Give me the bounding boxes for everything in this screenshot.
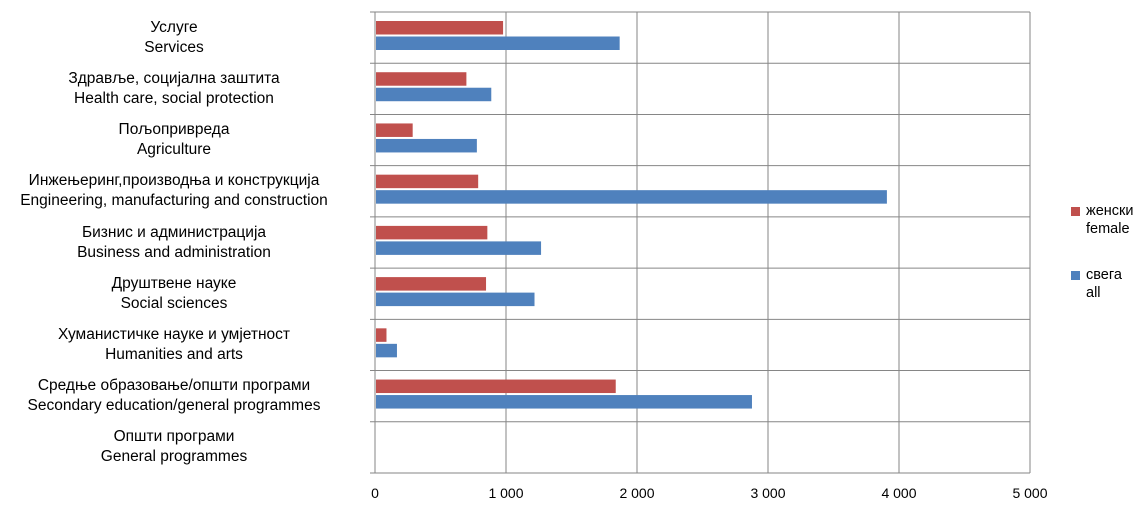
bar-female (376, 174, 479, 189)
category-label-line2: Social sciences (120, 294, 228, 312)
category-label-line1: Пољопривреда (118, 121, 230, 139)
category-label-line1: Средње образовање/општи програми (37, 377, 311, 395)
x-tick-label: 2 000 (619, 485, 654, 501)
category-label: Друштвене науке Social sciences (0, 274, 360, 314)
bar-all (376, 343, 397, 358)
bar-female (376, 123, 413, 137)
bar-all (376, 395, 752, 409)
chart-grid (370, 11, 1031, 474)
category-label-line2: Humanities and arts (105, 345, 243, 363)
chart-bars (376, 21, 887, 409)
x-tick-label: 1 000 (488, 485, 523, 501)
legend-label-all: свега all (1086, 267, 1122, 301)
x-tick-label: 0 (371, 485, 379, 501)
category-label: Општи програми General programmes (0, 427, 360, 467)
category-label-line2: Engineering, manufacturing and construct… (20, 192, 328, 210)
bar-female (376, 225, 488, 240)
bar-all (376, 292, 535, 307)
category-label-line1: Општи програми (113, 428, 235, 446)
bar-female (376, 72, 467, 86)
category-label-line1: Инжењеринг,производња и конструкција (28, 172, 320, 190)
category-label: Пољопривреда Agriculture (0, 120, 360, 160)
legend-label-female: женски female (1086, 203, 1134, 237)
category-label-line2: Business and administration (77, 243, 271, 261)
category-label: Услуге Services (0, 18, 360, 58)
bar-female (376, 328, 387, 342)
bar-female (376, 379, 616, 394)
bar-female (376, 21, 504, 35)
x-axis-ticks: 0 1 000 2 000 3 000 4 000 5 000 (371, 485, 1048, 501)
x-tick-label: 5 000 (1012, 485, 1047, 501)
category-label-line2: Health care, social protection (74, 89, 274, 107)
category-label: Средње образовање/општи програми Secondar… (0, 376, 360, 416)
category-label-line1: Услуге (150, 18, 198, 36)
category-label: Инжењеринг,производња и конструкција Engi… (0, 171, 360, 211)
bar-all (376, 36, 620, 50)
legend-swatch-all (1071, 271, 1080, 280)
legend-swatch-female (1071, 207, 1080, 216)
category-label: Бизнис и администрација Business and admi… (0, 223, 360, 263)
bar-female (376, 277, 487, 291)
category-label-line2: Services (144, 38, 204, 56)
bar-all (376, 138, 477, 153)
category-label-line2: Agriculture (136, 141, 212, 159)
x-tick-label: 3 000 (750, 485, 785, 501)
category-label-line1: Друштвене науке (111, 274, 237, 292)
category-label-line2: General programmes (100, 448, 248, 466)
bar-all (376, 190, 887, 204)
category-label: Здравље, социјална заштита Health care, s… (0, 69, 360, 109)
category-label-line2: Secondary education/general programmes (27, 397, 321, 415)
category-label-line1: Бизнис и администрација (81, 223, 267, 241)
x-tick-label: 4 000 (881, 485, 916, 501)
category-label: Хуманистичке науке и умјетност Humanities… (0, 325, 360, 365)
bar-all (376, 87, 492, 102)
bar-all (376, 241, 542, 255)
category-label-line1: Здравље, социјална заштита (68, 69, 280, 87)
category-label-line1: Хуманистичке науке и умјетност (57, 325, 291, 343)
